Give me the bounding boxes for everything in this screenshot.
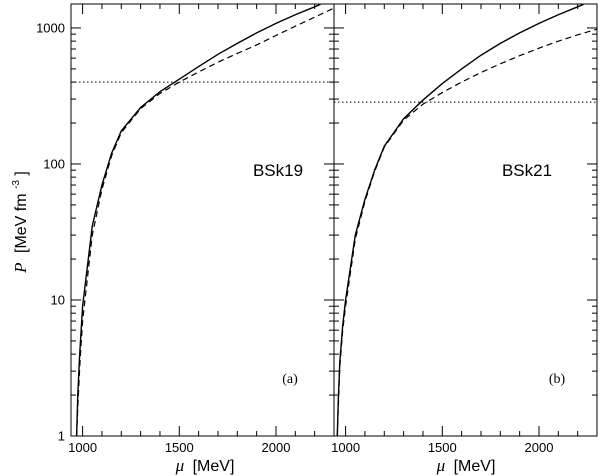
y-tick-label: 100 bbox=[43, 156, 65, 171]
x-axis-unit-a: [MeV] bbox=[193, 458, 235, 475]
x-tick-label: 1000 bbox=[68, 440, 97, 455]
y-axis-unit-exponent: -3 bbox=[11, 180, 22, 189]
x-axis-symbol-a: μ bbox=[175, 456, 185, 475]
panel-model-name-a: BSk19 bbox=[253, 161, 303, 180]
solid-curve-a bbox=[75, 4, 321, 436]
y-tick-label: 1 bbox=[58, 429, 65, 444]
y-axis-title: P [MeV fm -3 ] bbox=[6, 171, 30, 274]
x-axis-unit-b: [MeV] bbox=[454, 458, 496, 475]
solid-curve-b bbox=[336, 4, 584, 436]
dashed-curve-b bbox=[336, 28, 597, 436]
x-tick-label: 2000 bbox=[262, 440, 291, 455]
panel-letter-a: (a) bbox=[282, 372, 298, 387]
y-axis-symbol: P bbox=[11, 262, 30, 273]
x-tick-label: 1000 bbox=[331, 440, 360, 455]
y-axis-unit: [MeV fm bbox=[13, 193, 30, 253]
panel-b: 1000 1500 2000 BSk21 (b) bbox=[331, 3, 598, 455]
panel-model-name-b: BSk21 bbox=[502, 161, 552, 180]
x-tick-label: 2000 bbox=[525, 440, 554, 455]
x-axis-symbol-b: μ bbox=[436, 456, 446, 475]
dashed-curve-a bbox=[76, 7, 334, 436]
x-axis-title-b: μ [MeV] bbox=[436, 456, 496, 475]
x-tick-label: 1500 bbox=[165, 440, 194, 455]
y-axis-unit-close: ] bbox=[13, 171, 30, 175]
x-tick-label: 1500 bbox=[428, 440, 457, 455]
plot-frame-b bbox=[333, 3, 598, 437]
panel-a: 1 10 100 1000 1000 1500 2000 BSk19 (a) bbox=[36, 3, 335, 455]
x-axis-title-a: μ [MeV] bbox=[175, 456, 235, 475]
y-tick-label: 10 bbox=[51, 292, 65, 307]
y-tick-label: 1000 bbox=[36, 20, 65, 35]
panel-letter-b: (b) bbox=[549, 372, 566, 387]
